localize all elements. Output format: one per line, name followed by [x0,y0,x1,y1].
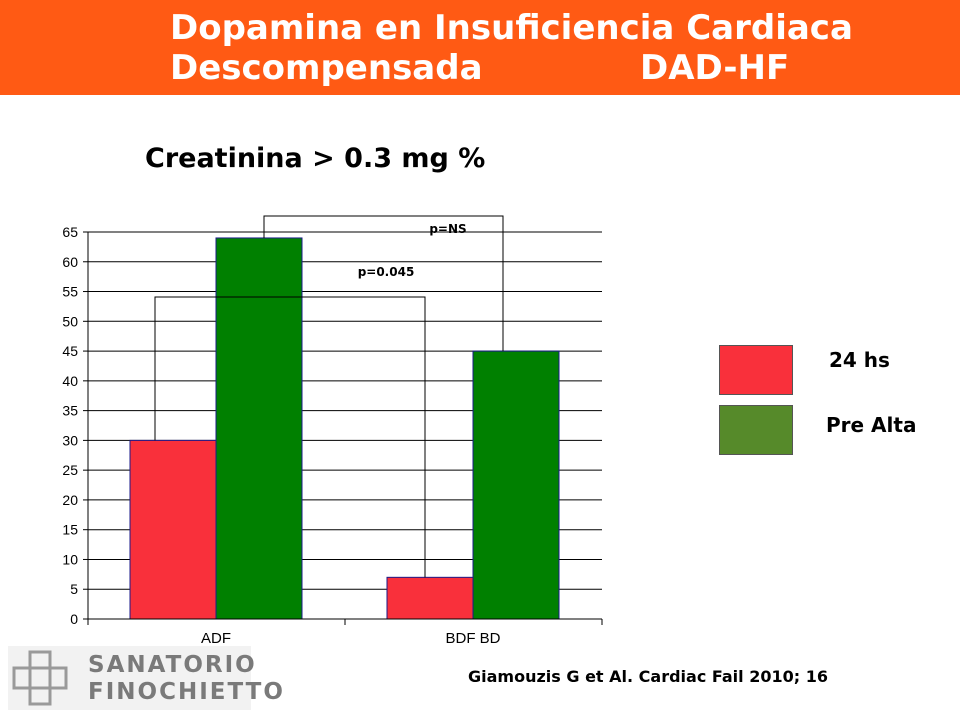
logo-cross-icon [12,650,68,706]
bar-adf-24hs [129,439,217,620]
bar-bdf-bd-24hs [386,576,474,620]
legend-swatch-24hs [719,345,793,395]
y-tick-label: 55 [62,284,78,300]
logo-text-line-1: SANATORIO [88,652,257,678]
y-tick-label: 40 [62,373,78,389]
annotation-p-0045: p=0.045 [358,265,415,279]
y-tick-label: 5 [70,581,78,597]
annotation-p-ns: p=NS [429,222,466,236]
legend-label-24hs: 24 hs [829,348,890,372]
legend-label-pre-alta: Pre Alta [826,413,917,437]
y-tick-label: 0 [70,611,78,627]
y-tick-label: 65 [62,224,78,240]
y-tick-label: 25 [62,462,78,478]
citation: Giamouzis G et Al. Cardiac Fail 2010; 16 [468,667,828,686]
x-tick-label: BDF BD [445,630,500,647]
y-tick-label: 10 [62,551,78,567]
x-tick-label: ADF [201,630,231,647]
chart-subtitle: Creatinina > 0.3 mg % [145,143,486,174]
y-tick-label: 20 [62,492,78,508]
y-tick-label: 15 [62,522,78,538]
y-tick-label: 45 [62,343,78,359]
title-bar: Dopamina en Insuficiencia Cardiaca Desco… [0,0,960,95]
y-tick-label: 60 [62,254,78,270]
sanatorio-logo: SANATORIO FINOCHIETTO [8,646,283,710]
bar-adf-pre-alta [215,237,303,620]
legend-swatch-pre-alta [719,405,793,455]
y-tick-label: 50 [62,313,78,329]
title-acronym: DAD-HF [640,48,790,88]
bar-chart: 0 5 10 15 20 25 30 35 40 45 50 55 60 65 ADF BDF BD p=NS p… [62,215,603,647]
logo-text-line-2: FINOCHIETTO [88,679,285,705]
bar-bdf-bd-pre-alta [472,350,560,620]
y-tick-label: 30 [62,432,78,448]
bracket-p-0045 [154,296,426,578]
title-line-1: Dopamina en Insuficiencia Cardiaca [170,8,853,48]
y-tick-label: 35 [62,403,78,419]
bracket-p-ns [263,215,504,352]
title-line-2: Descompensada [170,48,483,88]
